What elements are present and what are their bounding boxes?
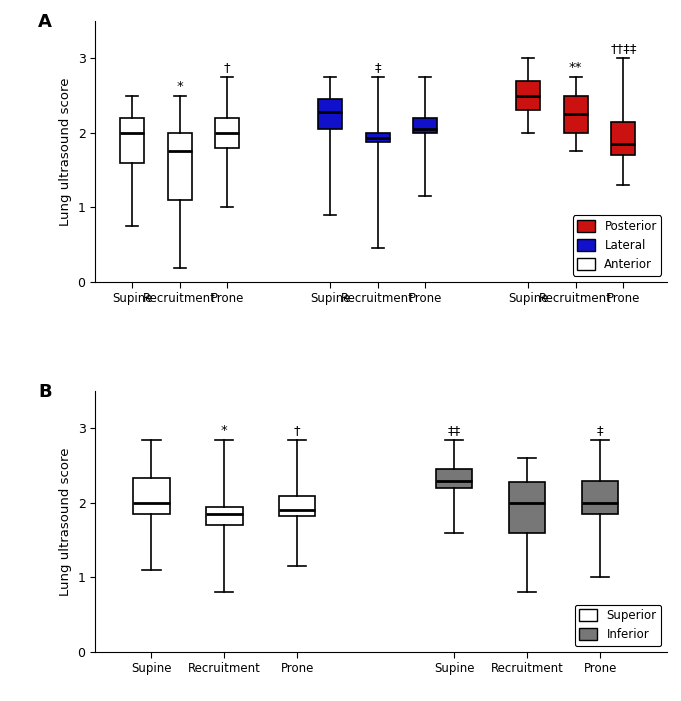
Text: †: † [294,423,300,437]
PathPatch shape [612,121,635,155]
PathPatch shape [582,481,618,514]
PathPatch shape [366,132,390,142]
PathPatch shape [436,470,473,488]
Y-axis label: Lung ultrasound score: Lung ultrasound score [59,77,72,226]
Legend: Superior, Inferior: Superior, Inferior [575,604,661,646]
Text: ‡: ‡ [597,423,603,437]
PathPatch shape [318,100,342,129]
PathPatch shape [120,118,144,163]
PathPatch shape [509,482,545,533]
PathPatch shape [413,118,437,132]
Y-axis label: Lung ultrasound score: Lung ultrasound score [59,447,72,596]
PathPatch shape [564,95,588,132]
Legend: Posterior, Lateral, Anterior: Posterior, Lateral, Anterior [573,215,661,275]
Text: ‡‡: ‡‡ [447,423,461,437]
PathPatch shape [516,81,540,111]
Text: B: B [38,383,52,402]
PathPatch shape [133,478,170,514]
Text: †: † [224,61,231,74]
Text: *: * [221,423,227,437]
PathPatch shape [168,132,191,200]
Text: *: * [176,79,183,93]
PathPatch shape [206,507,242,525]
PathPatch shape [215,118,239,148]
PathPatch shape [279,496,315,516]
Text: **: ** [569,61,582,74]
Text: ‡: ‡ [375,61,381,74]
Text: ††‡‡: ††‡‡ [610,42,637,55]
Text: A: A [38,13,52,32]
